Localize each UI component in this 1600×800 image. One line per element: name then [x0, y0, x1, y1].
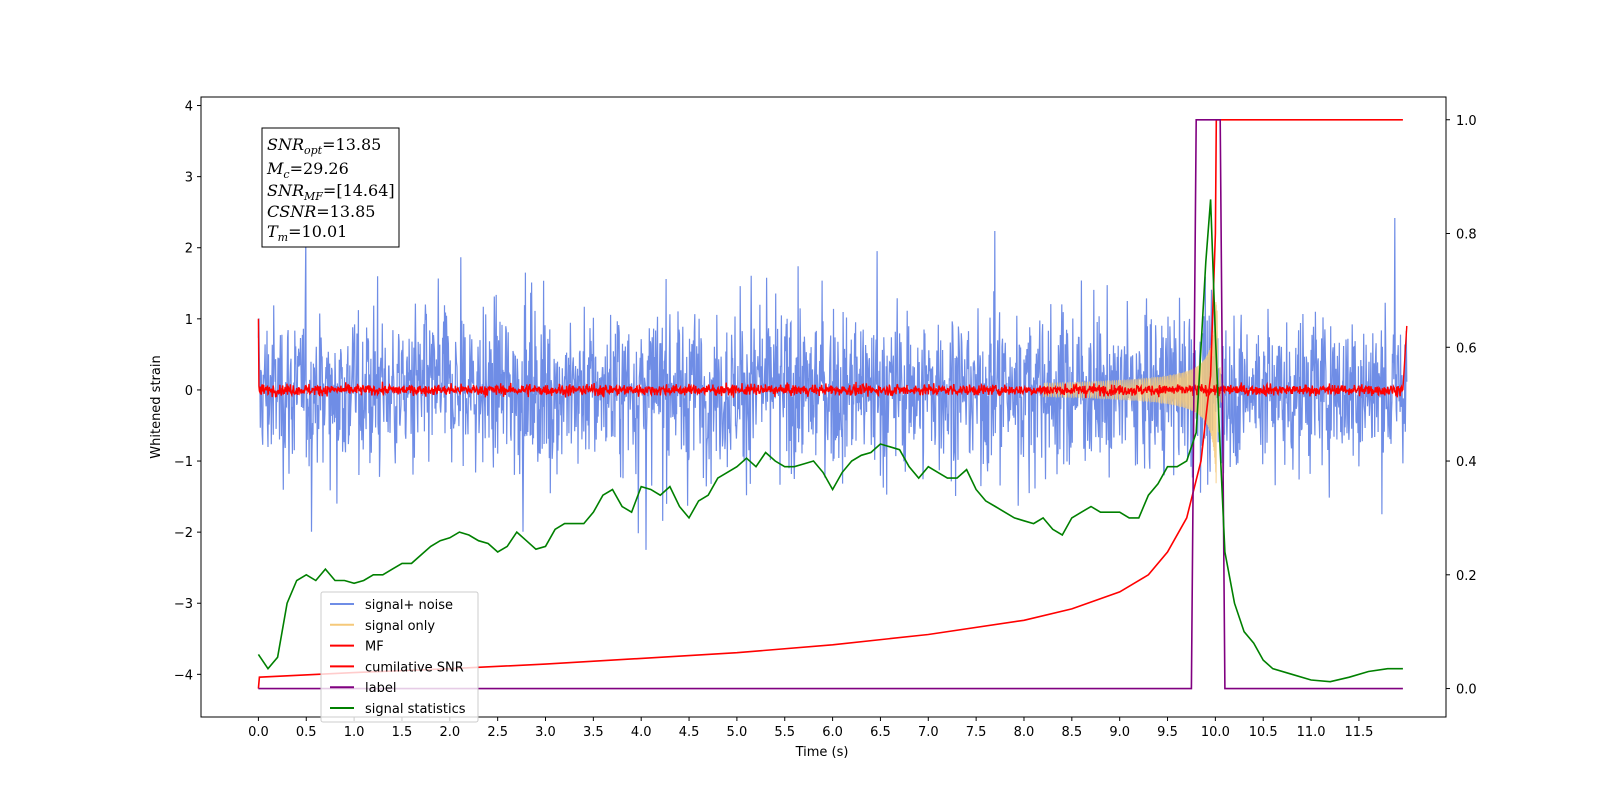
x-tick-label: 8.5 — [1061, 725, 1082, 740]
signal-only-series — [1042, 302, 1254, 484]
x-tick-label: 11.0 — [1297, 725, 1326, 740]
x-axis-ticks: 0.0 0.5 1.0 1.5 2.0 2.5 3.0 3.5 4.0 4.5 5.0 5.5 6.0 6… — [248, 717, 1373, 740]
mf-line — [257, 318, 1408, 399]
y-tick-label: −3 — [174, 597, 193, 612]
legend-label: signal statistics — [365, 702, 466, 717]
signal-statistics-line — [257, 199, 1403, 683]
x-tick-label: 2.0 — [439, 725, 460, 740]
x-tick-label: 3.0 — [535, 725, 556, 740]
y-tick-label: 2 — [185, 242, 193, 257]
y-tick-label: 3 — [185, 171, 193, 186]
x-tick-label: 1.0 — [344, 725, 365, 740]
x-tick-label: 0.0 — [248, 725, 269, 740]
y-tick-label: 4 — [185, 100, 193, 115]
legend-label: cumilative SNR — [365, 660, 464, 675]
x-tick-label: 9.0 — [1109, 725, 1130, 740]
x-tick-label: 11.5 — [1344, 725, 1373, 740]
y-tick-label: −1 — [174, 455, 193, 470]
annotation-tm: Tm=10.01 — [267, 222, 347, 244]
x-tick-label: 7.5 — [966, 725, 987, 740]
x-tick-label: 2.5 — [487, 725, 508, 740]
y2-axis-ticks: 1.0 0.8 0.6 0.4 0.2 0.0 — [1446, 114, 1477, 698]
mf-series — [257, 318, 1408, 399]
y2-tick-label: 0.4 — [1456, 455, 1477, 470]
y-tick-label: −4 — [174, 668, 193, 683]
annotation-snr-mf: SNRMF=[14.64] — [267, 181, 395, 203]
annotation-csnr: CSNR=13.85 — [267, 202, 375, 221]
x-tick-label: 0.5 — [296, 725, 317, 740]
x-tick-label: 1.5 — [392, 725, 413, 740]
y-tick-label: −2 — [174, 526, 193, 541]
y2-tick-label: 0.8 — [1456, 228, 1477, 243]
y-axis-ticks: 4 3 2 1 0 −1 −2 −3 −4 — [174, 100, 201, 683]
x-tick-label: 5.0 — [727, 725, 748, 740]
label-line — [258, 119, 1403, 690]
annotation-frame — [261, 127, 400, 248]
x-tick-label: 8.0 — [1014, 725, 1035, 740]
y2-tick-label: 0.0 — [1456, 683, 1477, 698]
x-tick-label: 3.5 — [583, 725, 604, 740]
x-tick-label: 4.5 — [679, 725, 700, 740]
x-tick-label: 9.5 — [1157, 725, 1178, 740]
x-tick-label: 6.0 — [822, 725, 843, 740]
legend-label: signal only — [365, 619, 435, 634]
x-tick-label: 4.0 — [631, 725, 652, 740]
annotation-mc: Mc=29.26 — [266, 159, 349, 181]
y2-tick-label: 0.2 — [1456, 569, 1477, 584]
y-tick-label: 0 — [185, 384, 193, 399]
stats-annotation-box: SNRopt=13.85 Mc=29.26 SNRMF=[14.64] CSNR… — [261, 127, 400, 248]
legend: signal+ noise signal only MF cumilative SNR… — [320, 591, 479, 723]
legend-frame — [320, 591, 479, 723]
y-axis-label: Whitened strain — [149, 355, 164, 458]
x-tick-label: 10.0 — [1201, 725, 1230, 740]
x-axis-label: Time (s) — [795, 745, 849, 760]
signal-only-line — [1042, 302, 1254, 484]
y2-tick-label: 0.6 — [1456, 341, 1477, 356]
x-tick-label: 10.5 — [1249, 725, 1278, 740]
x-tick-label: 5.5 — [774, 725, 795, 740]
x-tick-label: 7.0 — [918, 725, 939, 740]
y-tick-label: 1 — [185, 313, 193, 328]
legend-label: label — [365, 681, 396, 696]
x-tick-label: 6.5 — [870, 725, 891, 740]
annotation-snr-opt: SNRopt=13.85 — [267, 135, 381, 157]
y2-tick-label: 1.0 — [1456, 114, 1477, 129]
legend-label: signal+ noise — [365, 598, 453, 613]
plot-frame — [200, 96, 1447, 718]
legend-label: MF — [365, 640, 384, 655]
